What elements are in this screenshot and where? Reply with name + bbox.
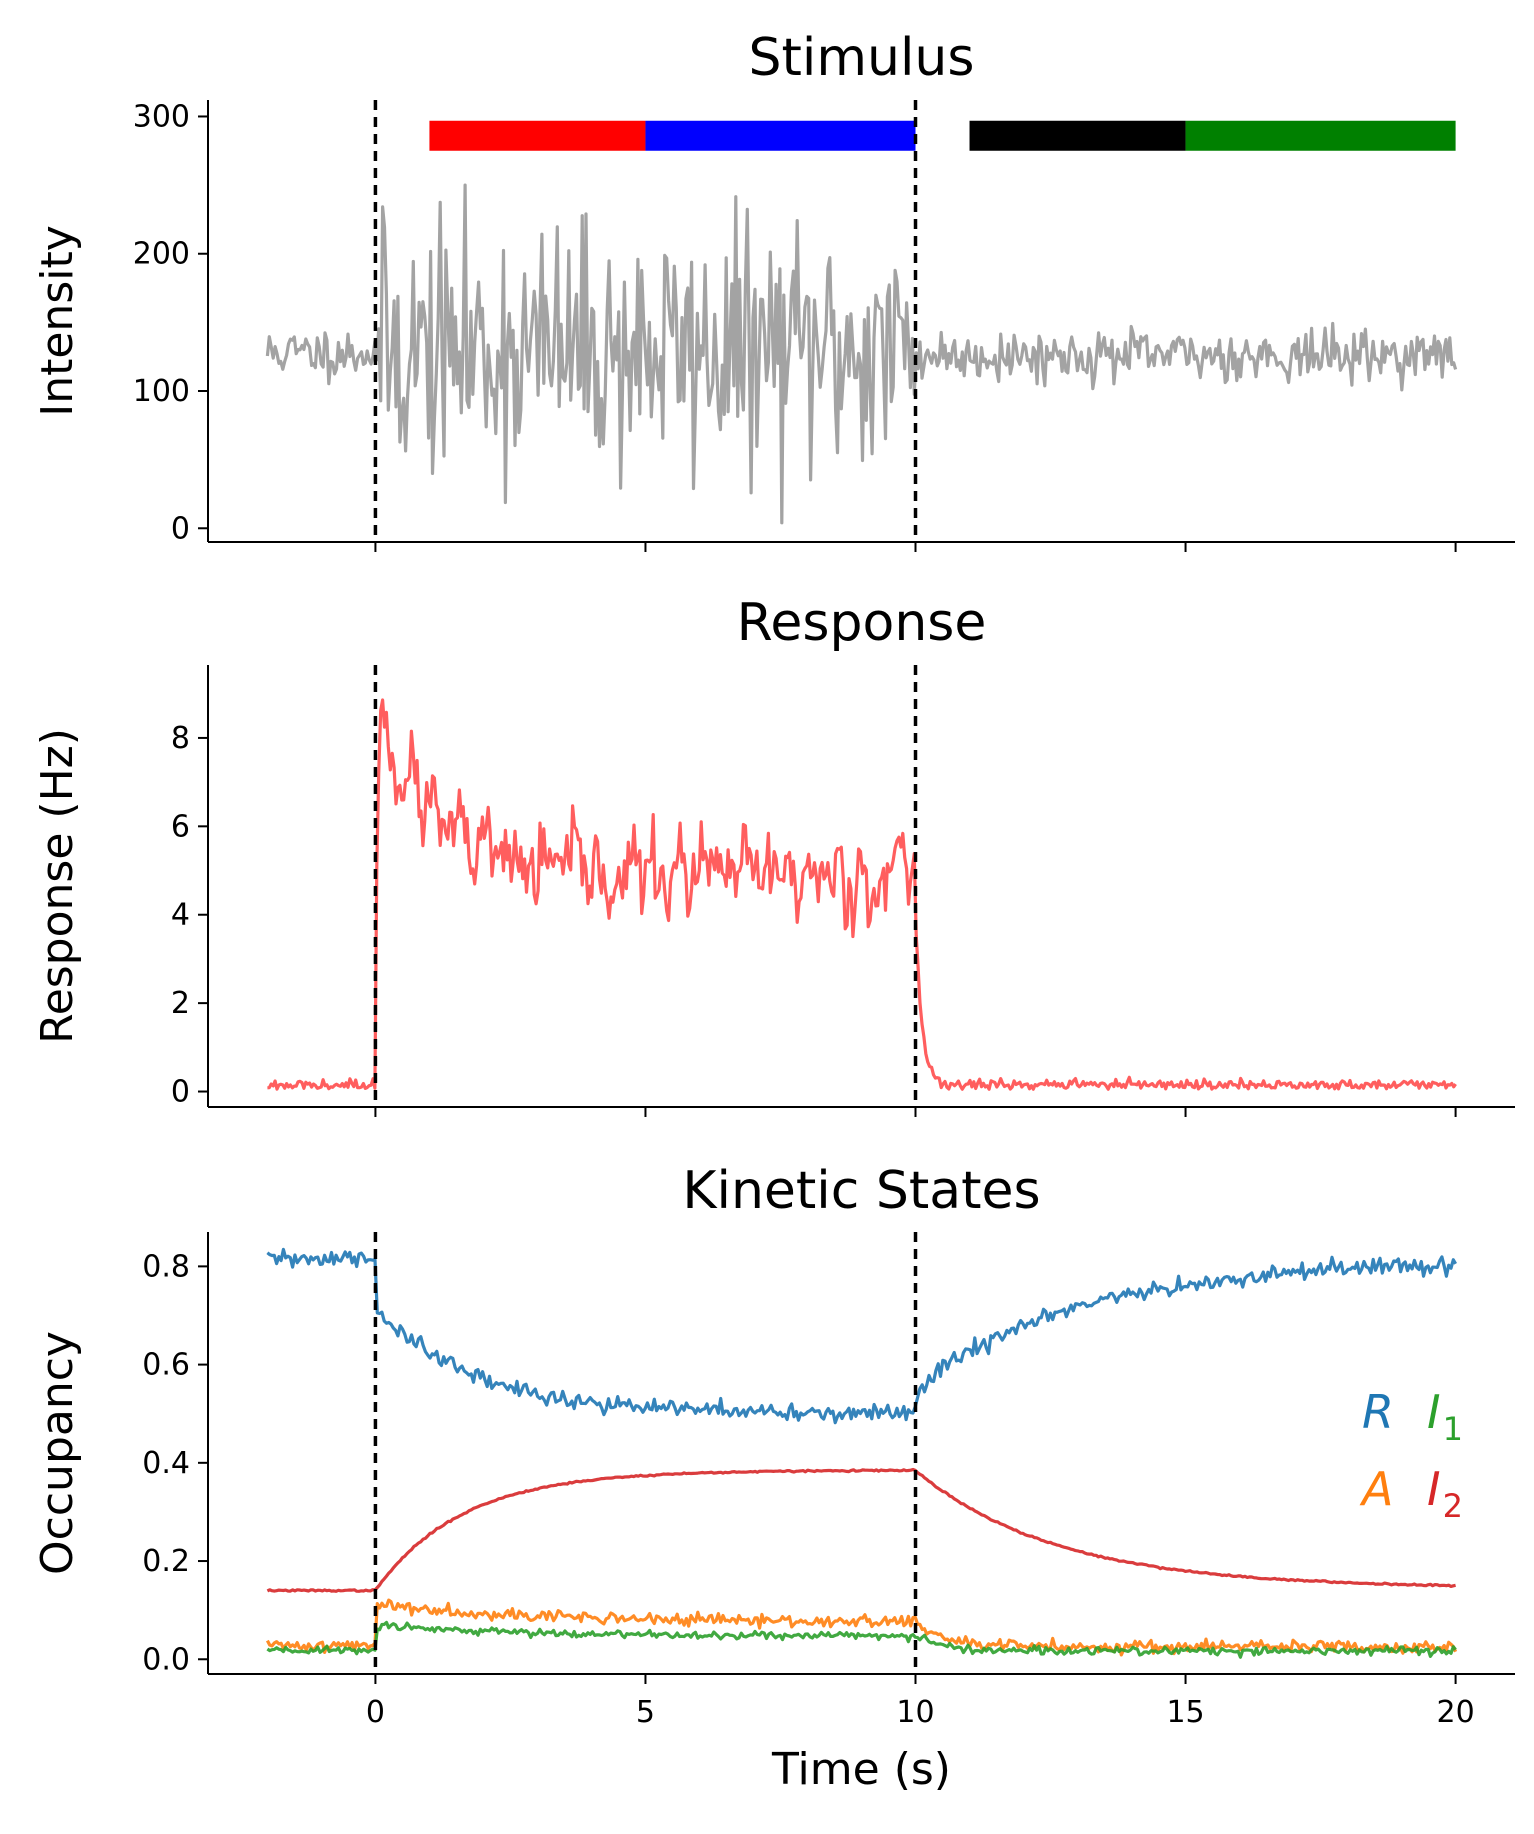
y-tick-label: 0.0	[142, 1642, 190, 1677]
panel-title: Stimulus	[749, 28, 975, 88]
y-tick-label: 0.2	[142, 1544, 190, 1579]
legend-entry: A	[1359, 1462, 1393, 1516]
y-tick-label: 0.4	[142, 1446, 190, 1481]
series-line-2	[265, 1598, 1458, 1657]
panel-title: Response	[737, 593, 987, 653]
series-line-1	[266, 1467, 1456, 1593]
x-tick-label: 20	[1436, 1695, 1474, 1730]
y-tick-label: 200	[133, 237, 190, 272]
series-line-0	[267, 698, 1457, 1091]
y-tick-label: 2	[171, 986, 190, 1021]
y-tick-label: 4	[171, 898, 190, 933]
y-axis-label: Occupancy	[32, 1331, 83, 1575]
x-tick-label: 0	[366, 1695, 385, 1730]
legend-entry: I1	[1427, 1385, 1463, 1448]
x-tick-label: 15	[1166, 1695, 1204, 1730]
x-tick-label: 10	[896, 1695, 934, 1730]
series-line-3	[266, 1620, 1457, 1659]
kinetic-states-panel: Kinetic States Occupancy 0.0 0.2 0.4 0.6 0.8 0 5…	[32, 1161, 1515, 1795]
series-line-0	[266, 1247, 1457, 1425]
legend-subscript: 1	[1443, 1410, 1463, 1448]
y-axis-label: Intensity	[32, 225, 83, 417]
legend-symbol: I	[1427, 1462, 1441, 1516]
y-tick-label: 300	[133, 99, 190, 134]
y-tick-label: 100	[133, 374, 190, 409]
stimulus-panel: Stimulus Intensity 0 100 200 300	[32, 28, 1515, 552]
y-tick-label: 0.6	[142, 1348, 190, 1383]
legend-symbol: I	[1427, 1385, 1441, 1439]
legend-subscript: 2	[1443, 1487, 1463, 1525]
y-tick-label: 0.8	[142, 1249, 190, 1284]
x-tick-label: 5	[636, 1695, 655, 1730]
legend-symbol: A	[1359, 1462, 1393, 1516]
series-line-0	[265, 183, 1458, 525]
y-tick-label: 0	[171, 511, 190, 546]
y-tick-label: 0	[171, 1075, 190, 1110]
y-axis-label: Response (Hz)	[32, 728, 83, 1044]
plot-area	[265, 183, 1458, 525]
legend-entry: I2	[1427, 1462, 1463, 1525]
x-axis-label: Time (s)	[771, 1744, 951, 1795]
panel-title: Kinetic States	[682, 1161, 1040, 1221]
y-tick-label: 6	[171, 809, 190, 844]
y-tick-label: 8	[171, 721, 190, 756]
response-panel: Response Response (Hz) 0 2 4 6 8	[32, 593, 1515, 1117]
legend-entry: R	[1362, 1385, 1394, 1439]
plot-area	[265, 1247, 1458, 1659]
legend-symbol: R	[1362, 1385, 1394, 1439]
plot-area	[267, 698, 1457, 1091]
